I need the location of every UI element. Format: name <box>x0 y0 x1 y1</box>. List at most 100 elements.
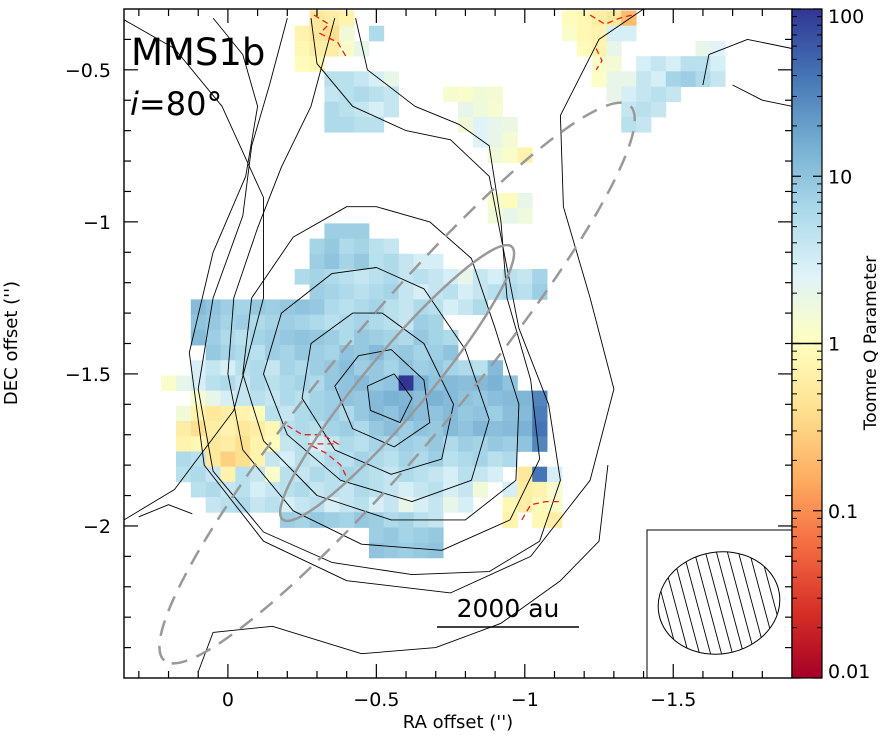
q-pixel <box>324 116 340 133</box>
q-pixel <box>561 10 578 27</box>
q-pixel <box>279 451 296 468</box>
colorbar-tick-label: 100 <box>828 6 864 28</box>
q-pixel <box>443 86 459 103</box>
q-pixel <box>294 299 310 316</box>
q-pixel <box>428 451 444 468</box>
q-pixel <box>294 40 310 57</box>
q-pixel <box>532 512 548 528</box>
q-pixel <box>368 345 385 361</box>
q-pixel <box>502 421 518 437</box>
x-tick-label: −1.5 <box>650 689 696 711</box>
plot-area <box>124 9 792 673</box>
q-pixel <box>190 436 207 452</box>
q-pixel <box>487 192 503 209</box>
q-pixel <box>547 481 563 498</box>
q-pixel <box>339 25 355 42</box>
q-pixel <box>368 329 385 346</box>
q-pixel <box>517 268 533 285</box>
q-pixel <box>205 375 221 392</box>
q-pixel <box>339 238 355 255</box>
q-pixel <box>294 436 310 452</box>
y-tick-label: −1 <box>83 212 111 234</box>
q-pixel <box>472 390 489 407</box>
q-pixel <box>606 40 622 57</box>
q-pixel <box>383 253 400 270</box>
q-pixel <box>265 405 281 422</box>
q-pixel <box>339 253 355 270</box>
q-pixel <box>324 284 340 300</box>
q-pixel <box>309 299 325 316</box>
q-pixel <box>324 10 340 27</box>
q-pixel <box>175 451 192 468</box>
q-pixel <box>324 345 340 361</box>
q-pixel <box>294 497 310 513</box>
q-pixel <box>458 360 474 376</box>
q-pixel <box>339 360 355 376</box>
y-tick-label: −0.5 <box>65 60 111 82</box>
q-pixel <box>576 25 592 42</box>
q-pixel <box>383 238 400 255</box>
q-pixel <box>279 405 296 422</box>
q-pixel <box>458 497 474 513</box>
q-pixel <box>443 451 459 468</box>
q-pixel <box>472 421 489 437</box>
q-pixel <box>309 314 325 331</box>
q-pixel <box>413 345 429 361</box>
q-pixel <box>576 40 592 57</box>
q-pixel <box>250 329 266 346</box>
q-pixel <box>458 451 474 468</box>
q-pixel <box>502 192 518 209</box>
q-pixel <box>413 314 429 331</box>
q-pixel <box>175 436 192 452</box>
q-pixel <box>413 284 429 300</box>
q-pixel <box>428 542 444 559</box>
q-pixel <box>324 314 340 331</box>
q-pixel <box>354 116 370 133</box>
q-pixel <box>354 101 370 118</box>
q-pixel <box>591 10 607 27</box>
q-pixel <box>621 71 637 87</box>
q-pixel <box>487 421 503 437</box>
q-pixel <box>279 314 296 331</box>
q-pixel <box>339 436 355 452</box>
q-pixel <box>383 451 400 468</box>
q-pixel <box>339 223 355 239</box>
q-pixel <box>458 116 474 133</box>
q-pixel <box>309 25 325 42</box>
q-pixel <box>383 86 400 103</box>
q-pixel <box>190 481 207 498</box>
q-pixel <box>398 436 414 452</box>
colorbar-tick-label: 0.1 <box>828 501 858 523</box>
q-pixel <box>250 481 266 498</box>
q-pixel <box>472 451 489 468</box>
q-pixel <box>265 299 281 316</box>
q-pixel <box>472 436 489 452</box>
q-pixel <box>472 284 489 300</box>
q-pixel <box>339 314 355 331</box>
q-pixel <box>324 497 340 513</box>
q-pixel <box>443 405 459 422</box>
q-pixel <box>532 268 548 285</box>
q-pixel <box>220 299 236 316</box>
q-pixel <box>458 268 474 285</box>
q-pixel <box>458 466 474 483</box>
q-pixel <box>383 101 400 118</box>
q-pixel <box>250 497 266 513</box>
q-pixel <box>235 345 251 361</box>
q-pixel <box>250 314 266 331</box>
q-pixel <box>368 71 385 87</box>
colorbar-tick-label: 1 <box>828 334 840 356</box>
q-pixel <box>621 101 637 118</box>
q-pixel <box>190 466 207 483</box>
flux-contour <box>301 312 454 475</box>
q-pixel <box>368 238 385 255</box>
axis-ticks <box>124 9 792 678</box>
q-pixel <box>235 360 251 376</box>
q-pixel <box>517 192 533 209</box>
q-pixel <box>235 497 251 513</box>
colorbar-tick-label: 0.01 <box>828 661 870 683</box>
q-pixel <box>517 390 533 407</box>
q-pixel <box>428 466 444 483</box>
q-pixel <box>368 116 385 133</box>
